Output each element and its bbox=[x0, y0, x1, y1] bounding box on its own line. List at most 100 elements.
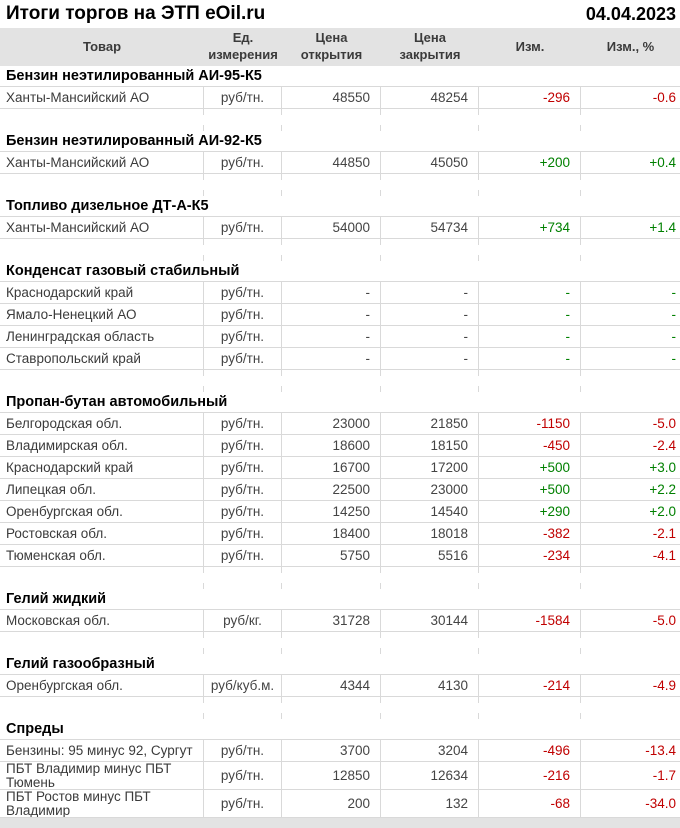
change-pct-value: - bbox=[671, 284, 677, 300]
change-pct-value: -5.0 bbox=[652, 612, 676, 628]
open-price-value: 18400 bbox=[282, 523, 381, 544]
change-pct-value: -0.6 bbox=[652, 89, 676, 105]
section-title-row: Бензин неэтилированный АИ-92-К5 bbox=[0, 131, 680, 152]
change-value: -450 bbox=[479, 435, 581, 456]
column-header-unit: Ед. измерения bbox=[208, 30, 278, 62]
close-price-value: 45050 bbox=[381, 152, 479, 173]
column-header-product: Товар bbox=[82, 38, 122, 54]
gap-grid-lines bbox=[0, 190, 680, 196]
open-price-value: 14250 bbox=[282, 501, 381, 522]
open-price-value: 18600 bbox=[282, 435, 381, 456]
gap-grid-lines bbox=[0, 239, 680, 245]
change-pct-value: +2.0 bbox=[649, 503, 676, 519]
product-region: Ханты-Мансийский АО bbox=[0, 87, 204, 108]
table-row: Тюменская обл. руб/тн. 5750 5516 -234 -4.1 bbox=[0, 545, 680, 567]
table-row: Ставропольский край руб/тн. - - - - bbox=[0, 348, 680, 370]
table-header-row: Товар Ед. измерения Цена открытия Цена з… bbox=[0, 28, 680, 66]
change-value: - bbox=[479, 326, 581, 347]
change-pct-value: -34.0 bbox=[645, 795, 676, 811]
gap-grid-lines bbox=[0, 583, 680, 589]
close-price-value: 3204 bbox=[381, 740, 479, 761]
section-gap bbox=[0, 109, 680, 131]
unit-of-measure: руб/тн. bbox=[204, 762, 282, 789]
close-price-value: 30144 bbox=[381, 610, 479, 631]
product-region: Оренбургская обл. bbox=[0, 675, 204, 696]
close-price-value: - bbox=[381, 304, 479, 325]
change-value: -382 bbox=[479, 523, 581, 544]
change-value: +500 bbox=[479, 479, 581, 500]
section-title-row: Гелий газообразный bbox=[0, 654, 680, 675]
product-region: Бензины: 95 минус 92, Сургут bbox=[0, 740, 204, 761]
close-price-value: 14540 bbox=[381, 501, 479, 522]
change-pct-value: - bbox=[671, 328, 677, 344]
close-price-value: 23000 bbox=[381, 479, 479, 500]
unit-of-measure: руб/кг. bbox=[204, 610, 282, 631]
change-pct-value: - bbox=[671, 306, 677, 322]
gap-grid-lines bbox=[0, 697, 680, 703]
table-row: Белгородская обл. руб/тн. 23000 21850 -1150 -… bbox=[0, 413, 680, 435]
product-region: Московская обл. bbox=[0, 610, 204, 631]
change-pct-value: -13.4 bbox=[645, 742, 676, 758]
gap-grid-lines bbox=[0, 109, 680, 115]
open-price-value: 31728 bbox=[282, 610, 381, 631]
section-title-row: Конденсат газовый стабильный bbox=[0, 261, 680, 282]
section-gap bbox=[0, 239, 680, 261]
gap-grid-lines bbox=[0, 648, 680, 654]
unit-of-measure: руб/тн. bbox=[204, 435, 282, 456]
column-header-change: Изм. bbox=[515, 38, 545, 54]
unit-of-measure: руб/тн. bbox=[204, 790, 282, 817]
table-row: Владимирская обл. руб/тн. 18600 18150 -450 -2… bbox=[0, 435, 680, 457]
page-title: Итоги торгов на ЭТП eOil.ru bbox=[6, 3, 266, 24]
change-pct-value: -4.9 bbox=[652, 677, 676, 693]
open-price-value: 12850 bbox=[282, 762, 381, 789]
section-gap bbox=[0, 370, 680, 392]
change-value: -68 bbox=[479, 790, 581, 817]
change-value: -496 bbox=[479, 740, 581, 761]
product-region: Белгородская обл. bbox=[0, 413, 204, 434]
open-price-value: 48550 bbox=[282, 87, 381, 108]
section-gap bbox=[0, 174, 680, 196]
unit-of-measure: руб/тн. bbox=[204, 457, 282, 478]
product-region: Ямало-Ненецкий АО bbox=[0, 304, 204, 325]
unit-of-measure: руб/тн. bbox=[204, 348, 282, 369]
table-body: Бензин неэтилированный АИ-95-К5 Ханты-Ман… bbox=[0, 66, 680, 818]
close-price-value: 5516 bbox=[381, 545, 479, 566]
change-pct-value: +0.4 bbox=[649, 154, 676, 170]
change-value: -1150 bbox=[479, 413, 581, 434]
unit-of-measure: руб/тн. bbox=[204, 523, 282, 544]
change-value: -1584 bbox=[479, 610, 581, 631]
change-pct-value: +1.4 bbox=[649, 219, 676, 235]
unit-of-measure: руб/тн. bbox=[204, 87, 282, 108]
column-header-close-price: Цена закрытия bbox=[399, 30, 461, 62]
change-value: - bbox=[479, 304, 581, 325]
product-region: Краснодарский край bbox=[0, 282, 204, 303]
unit-of-measure: руб/тн. bbox=[204, 326, 282, 347]
product-region: Липецкая обл. bbox=[0, 479, 204, 500]
section-title-row: Спреды bbox=[0, 719, 680, 740]
product-region: Ханты-Мансийский АО bbox=[0, 217, 204, 238]
close-price-value: 12634 bbox=[381, 762, 479, 789]
change-pct-value: - bbox=[671, 350, 677, 366]
open-price-value: 200 bbox=[282, 790, 381, 817]
gap-grid-lines bbox=[0, 632, 680, 638]
table-row: Ямало-Ненецкий АО руб/тн. - - - - bbox=[0, 304, 680, 326]
change-value: +290 bbox=[479, 501, 581, 522]
unit-of-measure: руб/тн. bbox=[204, 740, 282, 761]
section-title-row: Пропан-бутан автомобильный bbox=[0, 392, 680, 413]
table-row: Ростовская обл. руб/тн. 18400 18018 -382 -2.1 bbox=[0, 523, 680, 545]
gap-grid-lines bbox=[0, 125, 680, 131]
change-pct-value: +3.0 bbox=[649, 459, 676, 475]
column-header-change-pct: Изм., % bbox=[606, 38, 655, 54]
change-value: +500 bbox=[479, 457, 581, 478]
change-value: -216 bbox=[479, 762, 581, 789]
change-pct-value: -5.0 bbox=[652, 415, 676, 431]
unit-of-measure: руб/тн. bbox=[204, 413, 282, 434]
close-price-value: 21850 bbox=[381, 413, 479, 434]
unit-of-measure: руб/тн. bbox=[204, 545, 282, 566]
table-row: Краснодарский край руб/тн. 16700 17200 +500 +… bbox=[0, 457, 680, 479]
open-price-value: 44850 bbox=[282, 152, 381, 173]
product-region: Ханты-Мансийский АО bbox=[0, 152, 204, 173]
close-price-value: 4130 bbox=[381, 675, 479, 696]
product-region: Краснодарский край bbox=[0, 457, 204, 478]
close-price-value: - bbox=[381, 326, 479, 347]
